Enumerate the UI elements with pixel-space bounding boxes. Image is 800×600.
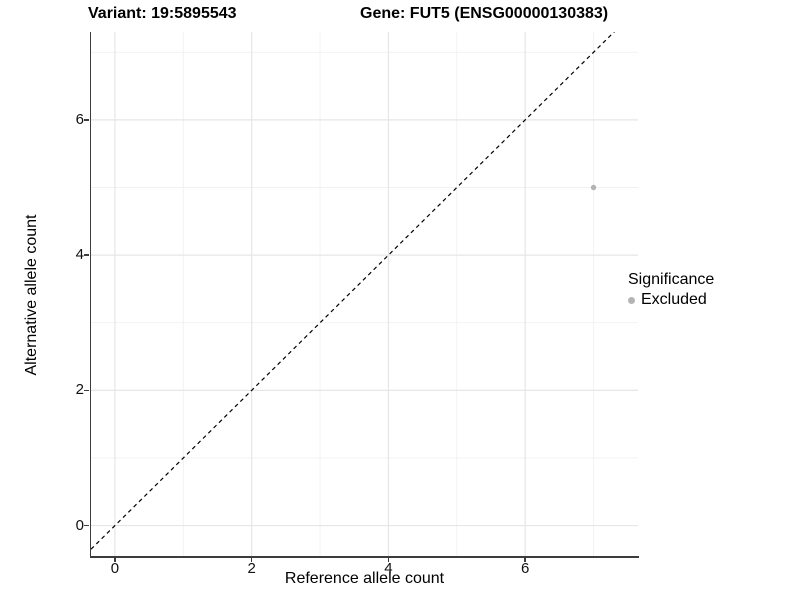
data-point [590, 184, 597, 191]
x-tick-label: 4 [384, 560, 393, 577]
x-tick-mark [387, 557, 390, 562]
legend: Significance Excluded [628, 271, 714, 309]
y-tick-label: 4 [75, 246, 84, 264]
y-tick-mark [84, 119, 89, 121]
y-tick-label: 2 [75, 381, 84, 399]
x-tick-label: 2 [247, 560, 256, 577]
x-axis-line [89, 556, 639, 558]
y-tick-mark [84, 389, 89, 392]
y-axis-title: Alternative allele count [23, 214, 40, 376]
scatter-plot-canvas [91, 32, 638, 556]
x-tick-mark [114, 557, 116, 562]
legend-title: Significance [628, 271, 715, 288]
x-tick-mark [250, 557, 253, 562]
x-tick-label: 0 [110, 560, 120, 577]
legend-item-label: Excluded [641, 291, 707, 308]
plot-panel [91, 32, 638, 556]
x-tick-label: 6 [521, 560, 530, 577]
legend-item-excluded: Excluded [628, 291, 714, 309]
y-axis-line [89, 32, 92, 558]
x-axis-title: Reference allele count [284, 570, 445, 587]
y-tick-mark [84, 524, 89, 527]
identity-dashed-line [91, 32, 615, 550]
gene-title: Gene: FUT5 (ENSG00000130383) [360, 5, 609, 22]
y-tick-label: 0 [75, 516, 84, 534]
variant-title: Variant: 19:5895543 [88, 5, 237, 22]
legend-point-icon [628, 296, 635, 304]
x-tick-mark [524, 557, 526, 562]
y-tick-mark [84, 254, 89, 256]
y-tick-label: 6 [75, 110, 84, 128]
